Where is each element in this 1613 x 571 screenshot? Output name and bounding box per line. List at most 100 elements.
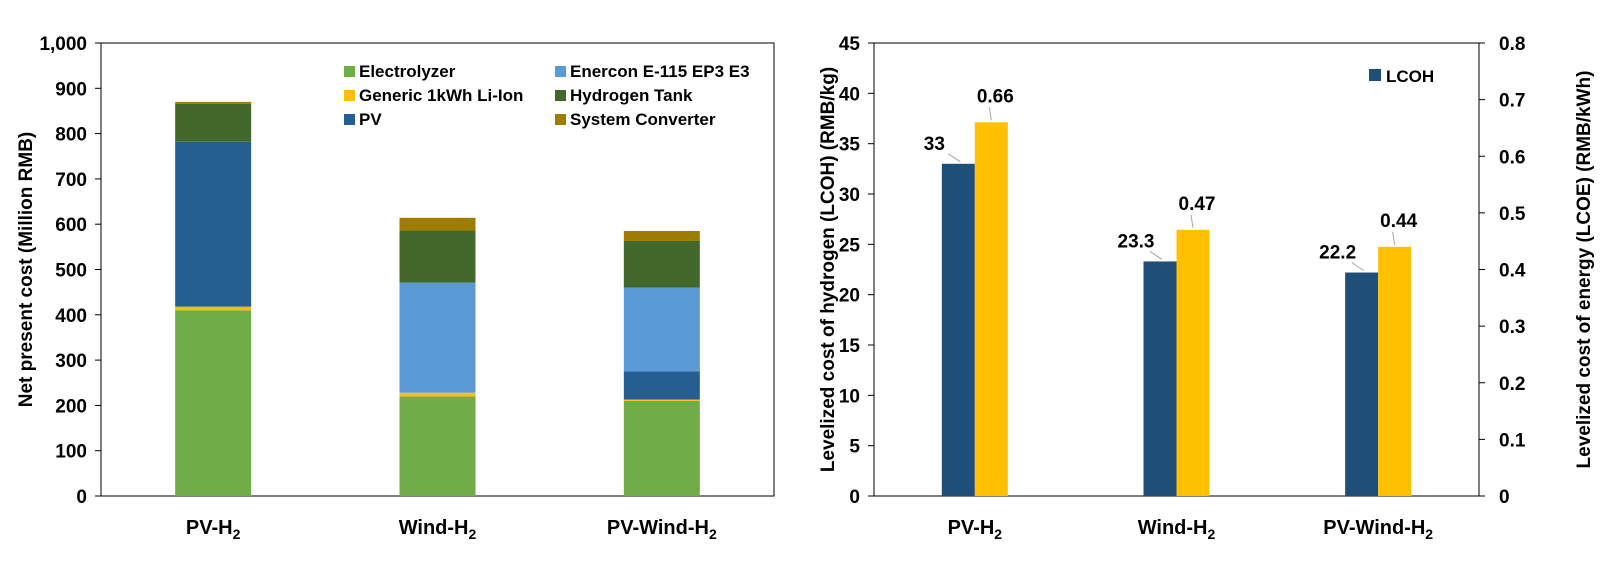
y-tick-label: 700 [55, 170, 87, 191]
data-label-lcoe-wind-h2: 0.47 [1179, 194, 1216, 215]
bar-hydrogen-tank-wind-h2 [399, 230, 476, 283]
legend-label-pv: PV [359, 110, 382, 129]
bar-generic-1kwh-li-ion-wind-h2 [399, 392, 476, 397]
x-category-label-pv-wind-h2: PV-Wind-H2 [1323, 517, 1433, 542]
y-tick-label: 100 [55, 442, 87, 463]
y-tick-label: 25 [839, 235, 861, 256]
bar-lcoh-wind-h2 [1143, 261, 1177, 496]
y2-tick-label: 0.3 [1499, 317, 1525, 338]
y-tick-label: 900 [55, 79, 87, 100]
x-category-label-wind-h2-base: Wind-H [1138, 517, 1208, 539]
bar-system-converter-pv-h2 [175, 101, 252, 104]
x-category-label-wind-h2-sub: 2 [469, 526, 477, 542]
x-category-label-pv-wind-h2-sub: 2 [1425, 526, 1433, 542]
y2-tick-label: 0.5 [1499, 204, 1526, 225]
data-label-lcoe-pv-wind-h2: 0.44 [1380, 211, 1417, 232]
x-category-label-wind-h2-sub: 2 [1208, 526, 1216, 542]
legend-label-hydrogen-tank: Hydrogen Tank [570, 86, 693, 105]
x-category-label-pv-wind-h2-base: PV-Wind-H [1323, 517, 1425, 539]
y-axis-label-left: Levelized cost of hydrogen (LCOH) (RMB/k… [818, 67, 839, 472]
y-tick-label: 5 [849, 437, 860, 458]
y-tick-label: 1,000 [39, 34, 87, 55]
bar-hydrogen-tank-pv-h2 [175, 103, 252, 142]
bar-pv-pv-wind-h2 [623, 371, 700, 400]
x-category-label-pv-wind-h2-base: PV-Wind-H [607, 517, 709, 539]
x-category-label-pv-h2: PV-H2 [948, 517, 1003, 542]
bar-lcoe-pv-wind-h2 [1378, 246, 1412, 496]
bar-electrolyzer-pv-wind-h2 [623, 400, 700, 496]
x-category-label-pv-wind-h2: PV-Wind-H2 [607, 517, 717, 542]
y2-tick-label: 0.1 [1499, 430, 1526, 451]
x-category-label-pv-wind-h2-sub: 2 [709, 526, 717, 542]
leader-line-lcoh-pv-h2 [948, 153, 961, 163]
y-tick-label: 600 [55, 215, 87, 236]
leader-line-lcoe-pv-h2 [988, 107, 992, 121]
leader-line-lcoe-pv-wind-h2 [1392, 231, 1396, 245]
bar-electrolyzer-wind-h2 [399, 396, 476, 496]
x-category-label-wind-h2: Wind-H2 [399, 517, 477, 542]
y2-tick-label: 0.6 [1499, 147, 1525, 168]
legend-swatch-electrolyzer [344, 66, 355, 77]
bar-lcoh-pv-wind-h2 [1345, 272, 1379, 496]
y-tick-label: 400 [55, 306, 87, 327]
x-category-label-pv-h2: PV-H2 [186, 517, 241, 542]
bar-system-converter-wind-h2 [399, 217, 476, 231]
legend-swatch-hydrogen-tank [555, 90, 566, 101]
leader-line-lcoh-pv-wind-h2 [1351, 262, 1364, 271]
y-tick-label: 35 [839, 135, 861, 156]
bar-system-converter-pv-wind-h2 [623, 230, 700, 241]
y-tick-label: 0 [76, 487, 87, 508]
x-category-label-wind-h2: Wind-H2 [1138, 517, 1216, 542]
x-category-label-pv-h2-base: PV-H [948, 517, 995, 539]
y2-tick-label: 0.2 [1499, 374, 1525, 395]
y-tick-label: 30 [839, 185, 860, 206]
y-tick-label: 200 [55, 396, 87, 417]
y-axis-label: Net present cost (Million RMB) [16, 132, 37, 408]
legend-swatch-enercon-e-115-ep3-e3 [555, 66, 566, 77]
y-tick-label: 15 [839, 336, 861, 357]
legend-swatch-lcoh [1369, 69, 1381, 81]
legend-swatch-pv [344, 114, 355, 125]
y2-tick-label: 0.8 [1499, 34, 1525, 55]
y-tick-label: 500 [55, 261, 87, 282]
bar-lcoh-pv-h2 [941, 163, 975, 497]
x-category-label-pv-h2-sub: 2 [994, 526, 1002, 542]
y-tick-label: 10 [839, 386, 860, 407]
x-category-label-pv-h2-sub: 2 [233, 526, 241, 542]
data-label-lcoh-wind-h2: 23.3 [1118, 231, 1155, 252]
bar-lcoe-wind-h2 [1176, 229, 1210, 497]
y-tick-label: 800 [55, 125, 87, 146]
leader-line-lcoh-wind-h2 [1149, 251, 1163, 260]
bar-enercon-e-115-ep3-e3-pv-wind-h2 [623, 287, 700, 372]
y-tick-label: 300 [55, 351, 87, 372]
legend-label-lcoh: LCOH [1386, 67, 1434, 86]
bar-generic-1kwh-li-ion-pv-wind-h2 [623, 399, 700, 401]
legend-swatch-system-converter [555, 114, 566, 125]
y-tick-label: 0 [849, 487, 860, 508]
y-axis-label-right: Levelized cost of energy (LCOE) (RMB/kWh… [1574, 71, 1595, 469]
data-label-lcoe-pv-h2: 0.66 [977, 86, 1014, 107]
data-label-lcoh-pv-h2: 33 [924, 134, 945, 155]
left-chart-npc: 0 100 200 300 400 500 600 700 800 900 1,000 Net pre… [16, 34, 775, 542]
leader-line-lcoe-wind-h2 [1190, 214, 1194, 228]
bar-generic-1kwh-li-ion-pv-h2 [175, 306, 252, 311]
y-tick-label: 20 [839, 286, 860, 307]
legend-label-enercon-e-115-ep3-e3: Enercon E-115 EP3 E3 [570, 62, 750, 81]
legend-swatch-generic-1kwh-li-ion [344, 90, 355, 101]
x-category-label-wind-h2-base: Wind-H [399, 517, 469, 539]
bar-enercon-e-115-ep3-e3-wind-h2 [399, 282, 476, 393]
legend-label-system-converter: System Converter [570, 110, 716, 129]
legend-label-generic-1kwh-li-ion: Generic 1kWh Li-Ion [359, 86, 523, 105]
y-tick-label: 40 [839, 84, 860, 105]
bar-lcoe-pv-h2 [974, 122, 1008, 497]
data-label-lcoh-pv-wind-h2: 22.2 [1319, 243, 1356, 264]
bar-hydrogen-tank-pv-wind-h2 [623, 240, 700, 288]
y2-tick-label: 0 [1499, 487, 1510, 508]
y2-tick-label: 0.7 [1499, 91, 1525, 112]
bar-electrolyzer-pv-h2 [175, 310, 252, 496]
y-tick-label: 45 [839, 34, 861, 55]
bar-pv-pv-h2 [175, 141, 252, 307]
legend-label-electrolyzer: Electrolyzer [359, 62, 456, 81]
